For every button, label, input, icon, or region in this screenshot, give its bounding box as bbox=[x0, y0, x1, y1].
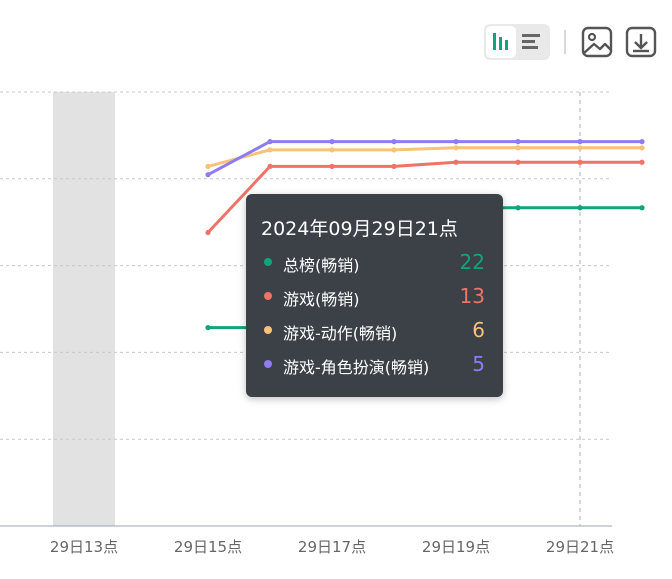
x-tick-label: 29日17点 bbox=[298, 538, 366, 556]
chart-tooltip: 2024年09月29日21点 总榜(畅销) 22 游戏(畅销) 13 游戏-动作(畅销)… bbox=[246, 194, 503, 397]
data-point bbox=[205, 172, 211, 178]
x-tick-label: 29日21点 bbox=[546, 538, 614, 556]
tooltip-title: 2024年09月29日21点 bbox=[261, 218, 458, 240]
download-button[interactable] bbox=[624, 24, 658, 60]
chart-toolbar bbox=[484, 24, 664, 64]
horizontal-bar-icon bbox=[522, 34, 540, 49]
data-point bbox=[267, 139, 273, 145]
data-point bbox=[639, 159, 645, 165]
vertical-bars-button[interactable] bbox=[486, 26, 516, 58]
tooltip-series-name: 游戏-角色扮演(畅销) bbox=[283, 358, 430, 377]
data-point bbox=[391, 163, 397, 169]
tooltip-series-name: 总榜(畅销) bbox=[283, 256, 360, 275]
data-point bbox=[515, 205, 521, 211]
series-dot-icon bbox=[264, 360, 272, 368]
tooltip-series-value: 6 bbox=[472, 318, 485, 342]
data-point bbox=[329, 139, 335, 145]
series-line-3 bbox=[207, 140, 642, 176]
data-point bbox=[391, 147, 397, 153]
x-tick-label: 29日13点 bbox=[50, 538, 118, 556]
horizontal-bars-button[interactable] bbox=[518, 26, 548, 58]
x-tick-label: 29日15点 bbox=[174, 538, 242, 556]
data-point bbox=[639, 145, 645, 151]
tooltip-row: 游戏(畅销) 13 bbox=[246, 284, 503, 309]
data-point bbox=[577, 159, 583, 165]
data-point bbox=[639, 205, 645, 211]
data-point bbox=[515, 139, 521, 145]
data-point bbox=[577, 139, 583, 145]
data-point bbox=[577, 145, 583, 151]
image-icon bbox=[581, 26, 613, 58]
toolbar-divider bbox=[564, 30, 566, 54]
tooltip-series-value: 5 bbox=[472, 352, 485, 376]
data-point bbox=[515, 145, 521, 151]
data-point bbox=[577, 205, 583, 211]
tooltip-row: 总榜(畅销) 22 bbox=[246, 250, 503, 275]
save-image-button[interactable] bbox=[580, 24, 614, 60]
chart-type-switch bbox=[484, 24, 550, 60]
tooltip-row: 游戏-动作(畅销) 6 bbox=[246, 318, 503, 343]
data-point bbox=[329, 147, 335, 153]
data-point bbox=[453, 145, 459, 151]
x-tick-label: 29日19点 bbox=[422, 538, 490, 556]
series-dot-icon bbox=[264, 326, 272, 334]
data-point bbox=[267, 147, 273, 153]
series-dot-icon bbox=[264, 292, 272, 300]
tooltip-series-value: 13 bbox=[459, 284, 485, 308]
data-point bbox=[205, 325, 211, 331]
data-point bbox=[205, 163, 211, 169]
tooltip-row: 游戏-角色扮演(畅销) 5 bbox=[246, 352, 503, 377]
tooltip-series-value: 22 bbox=[459, 250, 485, 274]
data-point bbox=[453, 139, 459, 145]
tooltip-series-name: 游戏(畅销) bbox=[283, 290, 360, 309]
data-point bbox=[515, 159, 521, 165]
highlight-band bbox=[53, 92, 115, 526]
tooltip-series-name: 游戏-动作(畅销) bbox=[283, 324, 398, 343]
data-point bbox=[267, 163, 273, 169]
series-dot-icon bbox=[264, 258, 272, 266]
download-icon bbox=[625, 26, 657, 58]
series-line-2 bbox=[207, 146, 642, 168]
bar-chart-icon bbox=[493, 33, 508, 50]
data-point bbox=[391, 139, 397, 145]
data-point bbox=[329, 163, 335, 169]
data-point bbox=[639, 139, 645, 145]
series-line-1 bbox=[206, 160, 642, 234]
data-point bbox=[453, 159, 459, 165]
data-point bbox=[205, 229, 211, 236]
